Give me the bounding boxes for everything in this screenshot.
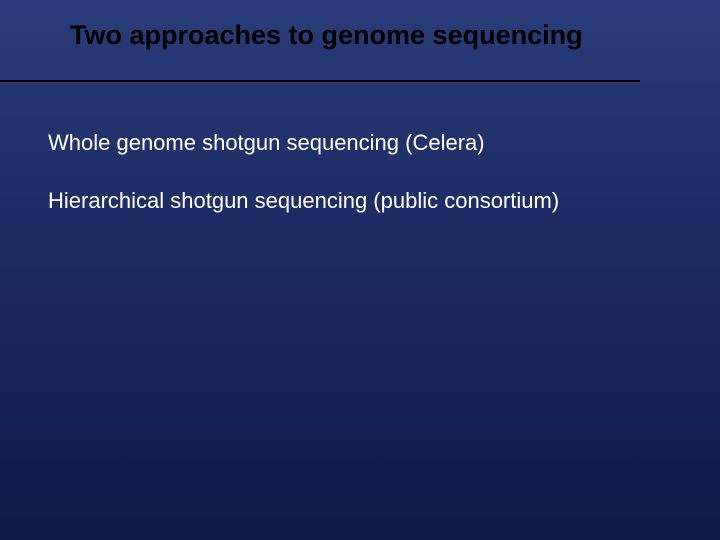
body-line-1: Whole genome shotgun sequencing (Celera): [48, 130, 485, 156]
title-divider: [0, 80, 640, 82]
slide-title: Two approaches to genome sequencing: [70, 20, 583, 51]
body-line-2: Hierarchical shotgun sequencing (public …: [48, 188, 559, 214]
slide: Two approaches to genome sequencing Whol…: [0, 0, 720, 540]
